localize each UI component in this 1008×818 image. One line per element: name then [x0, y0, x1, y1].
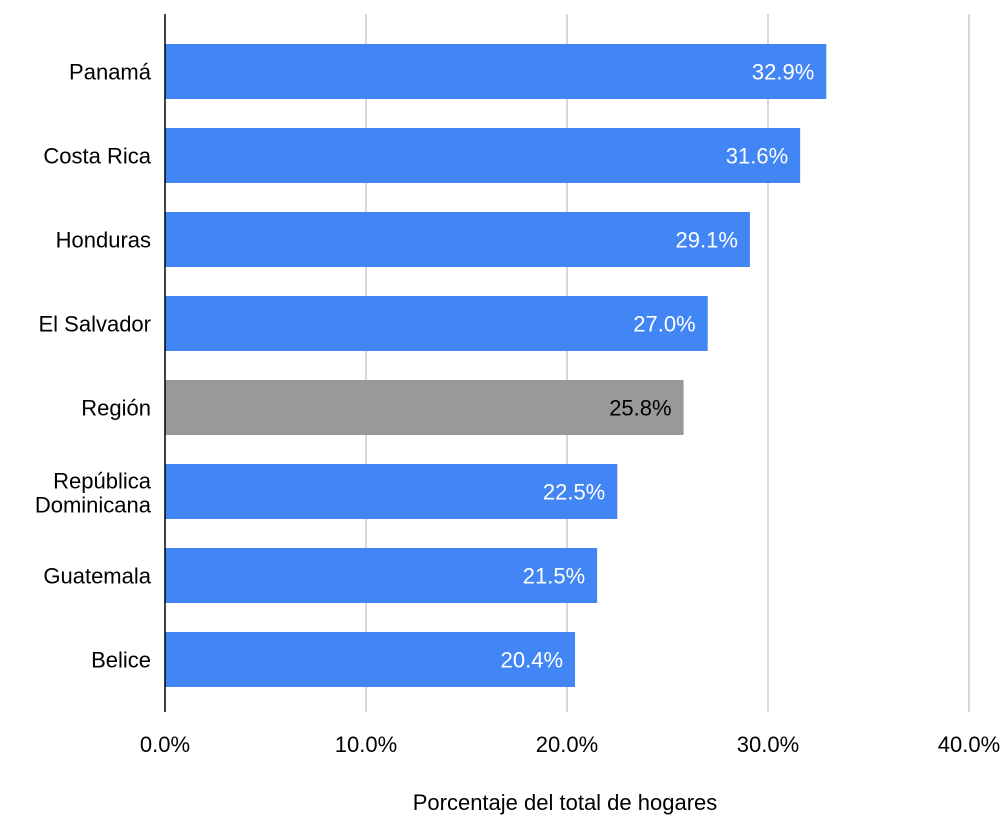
category-label: Belice — [91, 648, 151, 673]
bar — [165, 296, 708, 351]
x-axis-ticks: 0.0% 10.0% 20.0% 30.0% 40.0% — [140, 732, 1000, 757]
bar-data-label: 25.8% — [609, 396, 671, 421]
category-label: El Salvador — [38, 312, 151, 337]
x-tick-label: 0.0% — [140, 732, 190, 757]
bar — [165, 212, 750, 267]
category-labels: Panamá Costa Rica Honduras El Salvador Regió… — [35, 60, 152, 673]
grid-lines — [365, 14, 970, 712]
bars: 32.9% 31.6% 29.1% 27.0% 25.8% 22.5% 21.5% 20.4% — [165, 44, 827, 687]
bar — [165, 380, 684, 435]
bar — [165, 548, 598, 603]
bar — [165, 44, 827, 99]
bar — [165, 128, 801, 183]
x-tick-label: 20.0% — [536, 732, 598, 757]
x-tick-label: 10.0% — [335, 732, 397, 757]
category-label: República Dominicana — [35, 469, 152, 518]
bar-data-label: 32.9% — [752, 60, 814, 85]
category-label: Guatemala — [43, 564, 151, 589]
x-tick-label: 40.0% — [938, 732, 1000, 757]
category-label: Honduras — [56, 228, 151, 253]
x-axis-title: Porcentaje del total de hogares — [413, 790, 718, 815]
category-label: Costa Rica — [43, 144, 151, 169]
x-tick-label: 30.0% — [737, 732, 799, 757]
bar-data-label: 31.6% — [726, 144, 788, 169]
bar-data-label: 27.0% — [633, 312, 695, 337]
bar-data-label: 20.4% — [501, 648, 563, 673]
bar-data-label: 29.1% — [676, 228, 738, 253]
bar-data-label: 22.5% — [543, 480, 605, 505]
bar-data-label: 21.5% — [523, 564, 585, 589]
category-label: Región — [81, 396, 151, 421]
bar — [165, 464, 618, 519]
bar — [165, 632, 576, 687]
category-label: Panamá — [69, 60, 152, 85]
